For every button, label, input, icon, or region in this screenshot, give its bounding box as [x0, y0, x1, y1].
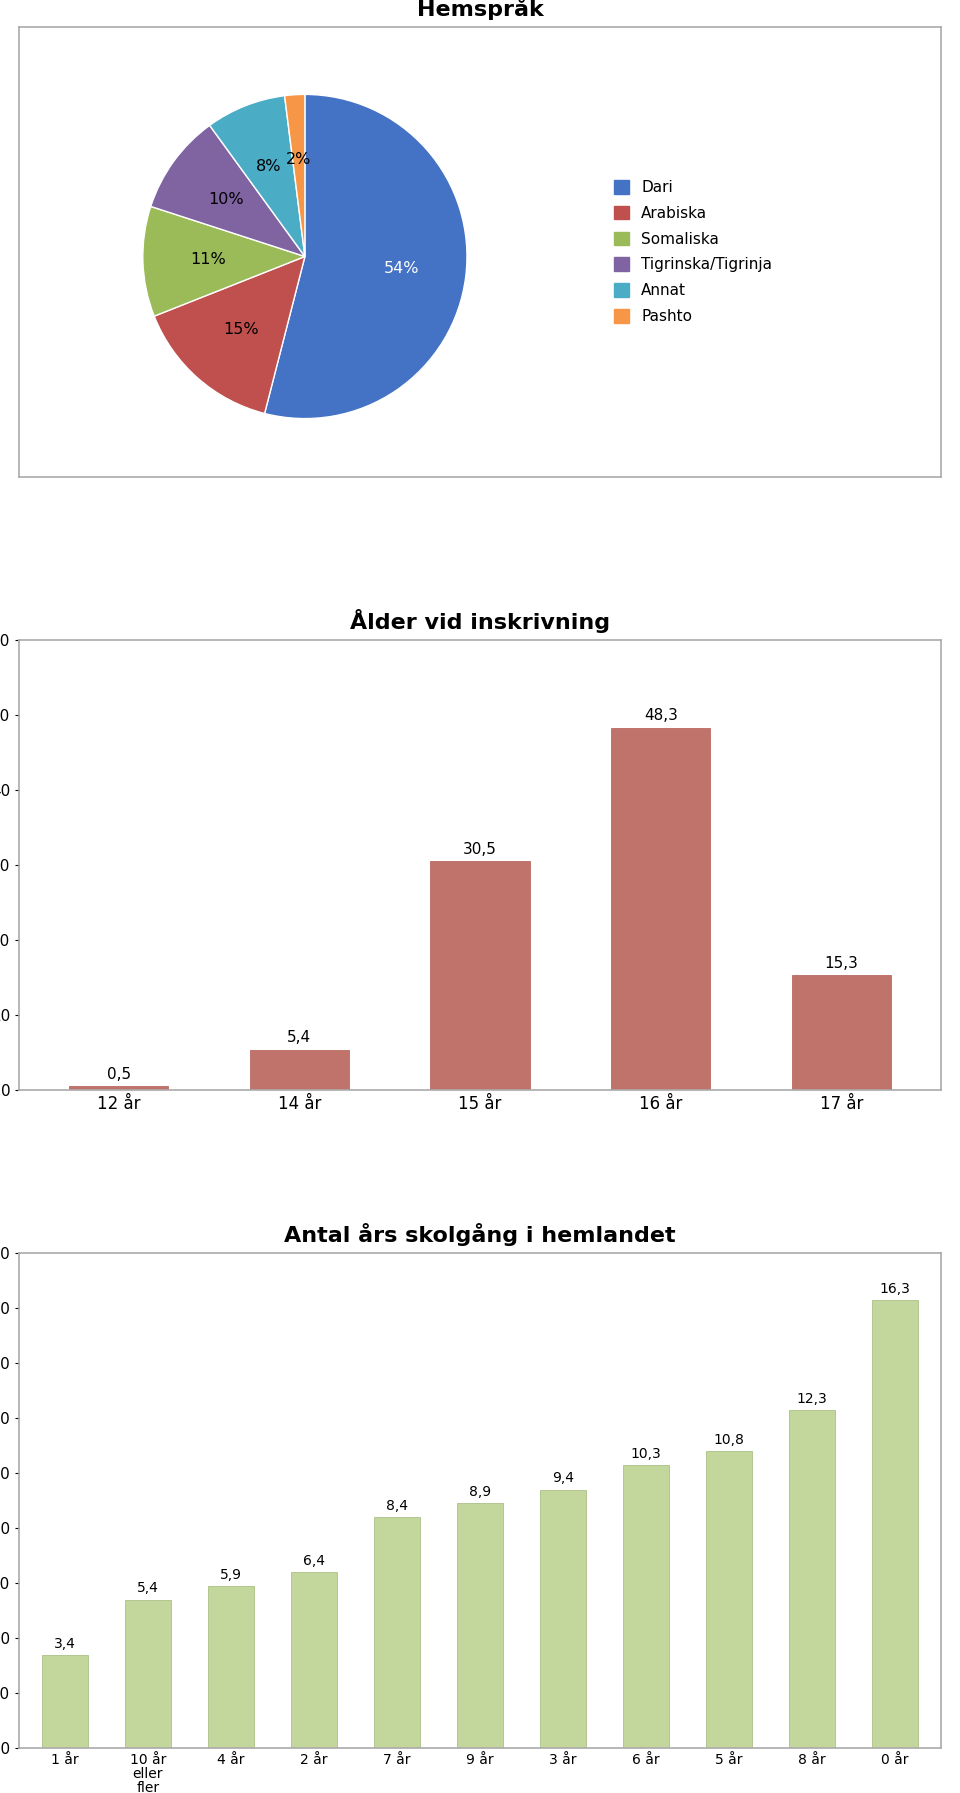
Text: 48,3: 48,3 — [644, 708, 678, 723]
Text: 12,3: 12,3 — [797, 1391, 828, 1406]
Text: 16,3: 16,3 — [879, 1282, 911, 1296]
Bar — [69, 1087, 168, 1090]
Bar — [125, 1599, 171, 1748]
Title: Ålder vid inskrivning: Ålder vid inskrivning — [350, 610, 610, 633]
Text: 8,9: 8,9 — [468, 1485, 492, 1499]
Title: Hemspråk: Hemspråk — [417, 0, 543, 20]
Text: 5,9: 5,9 — [220, 1567, 242, 1581]
Bar — [208, 1585, 253, 1748]
Bar — [457, 1503, 503, 1748]
Bar — [623, 1465, 669, 1748]
Bar — [430, 861, 530, 1090]
Bar — [789, 1409, 835, 1748]
Text: 5,4: 5,4 — [137, 1581, 158, 1596]
Text: 15,3: 15,3 — [825, 956, 858, 970]
Text: 10,8: 10,8 — [713, 1433, 745, 1447]
Bar — [707, 1451, 752, 1748]
Bar — [873, 1300, 918, 1748]
Bar — [374, 1517, 420, 1748]
Text: 3,4: 3,4 — [54, 1637, 76, 1651]
Bar — [540, 1490, 586, 1748]
Bar — [611, 728, 710, 1090]
Text: 8,4: 8,4 — [386, 1499, 408, 1513]
Bar — [250, 1049, 349, 1090]
Title: Antal års skolgång i hemlandet: Antal års skolgång i hemlandet — [284, 1223, 676, 1246]
Bar — [42, 1655, 87, 1748]
Text: 10,3: 10,3 — [631, 1447, 661, 1461]
Text: 0,5: 0,5 — [107, 1067, 131, 1081]
Text: 30,5: 30,5 — [463, 841, 497, 857]
Text: 5,4: 5,4 — [287, 1031, 311, 1045]
Bar — [291, 1572, 337, 1748]
Legend: Dari, Arabiska, Somaliska, Tigrinska/Tigrinja, Annat, Pashto: Dari, Arabiska, Somaliska, Tigrinska/Tig… — [608, 174, 779, 330]
Text: 6,4: 6,4 — [303, 1555, 324, 1567]
Text: 9,4: 9,4 — [552, 1472, 574, 1485]
Bar — [792, 975, 891, 1090]
